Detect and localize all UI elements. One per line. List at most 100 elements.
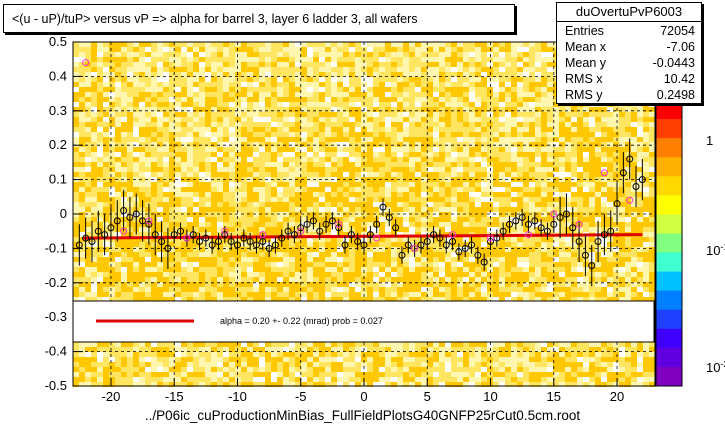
heat-cell xyxy=(187,247,193,252)
heat-cell xyxy=(91,97,97,102)
heat-cell xyxy=(91,127,97,132)
heat-cell xyxy=(313,342,319,347)
heat-cell xyxy=(271,292,277,297)
heat-cell xyxy=(415,232,421,237)
heat-cell xyxy=(97,252,103,257)
heat-cell xyxy=(313,272,319,277)
heat-cell xyxy=(211,372,217,377)
heat-cell xyxy=(313,287,319,292)
heat-cell xyxy=(517,42,523,47)
heat-cell xyxy=(301,267,307,272)
heat-cell xyxy=(247,277,253,282)
heat-cell xyxy=(307,292,313,297)
heat-cell xyxy=(439,92,445,97)
heat-cell xyxy=(169,117,175,122)
heat-cell xyxy=(139,147,145,152)
heat-cell xyxy=(301,207,307,212)
heat-cell xyxy=(415,287,421,292)
heat-cell xyxy=(127,372,133,377)
heat-cell xyxy=(289,212,295,217)
heat-cell xyxy=(427,72,433,77)
heat-cell xyxy=(217,167,223,172)
heat-cell xyxy=(73,52,79,57)
heat-cell xyxy=(229,152,235,157)
heat-cell xyxy=(451,382,457,387)
heat-cell xyxy=(193,47,199,52)
heat-cell xyxy=(475,227,481,232)
heat-cell xyxy=(295,82,301,87)
heat-cell xyxy=(391,382,397,387)
heat-cell xyxy=(505,147,511,152)
heat-cell xyxy=(259,172,265,177)
heat-cell xyxy=(493,62,499,67)
heat-cell xyxy=(529,212,535,217)
heat-cell xyxy=(307,212,313,217)
heat-cell xyxy=(415,97,421,102)
heat-cell xyxy=(277,297,283,302)
heat-cell xyxy=(217,227,223,232)
heat-cell xyxy=(391,152,397,157)
heat-cell xyxy=(385,247,391,252)
heat-cell xyxy=(295,242,301,247)
heat-cell xyxy=(289,277,295,282)
heat-cell xyxy=(181,272,187,277)
heat-cell xyxy=(223,172,229,177)
heat-cell xyxy=(325,277,331,282)
heat-cell xyxy=(235,217,241,222)
heat-cell xyxy=(109,262,115,267)
heat-cell xyxy=(535,367,541,372)
heat-cell xyxy=(451,282,457,287)
heat-cell xyxy=(163,102,169,107)
heat-cell xyxy=(439,97,445,102)
heat-cell xyxy=(283,287,289,292)
heat-cell xyxy=(433,287,439,292)
heat-cell xyxy=(301,162,307,167)
heat-cell xyxy=(427,292,433,297)
heat-cell xyxy=(289,92,295,97)
heat-cell xyxy=(409,137,415,142)
heat-cell xyxy=(535,52,541,57)
heat-cell xyxy=(181,92,187,97)
heat-cell xyxy=(235,97,241,102)
heat-cell xyxy=(457,127,463,132)
heat-cell xyxy=(517,282,523,287)
heat-cell xyxy=(463,92,469,97)
heat-cell xyxy=(211,192,217,197)
heat-cell xyxy=(259,47,265,52)
heat-cell xyxy=(253,342,259,347)
heat-cell xyxy=(217,137,223,142)
heat-cell xyxy=(475,92,481,97)
heat-cell xyxy=(289,287,295,292)
heat-cell xyxy=(127,297,133,302)
heat-cell xyxy=(283,207,289,212)
heat-cell xyxy=(121,82,127,87)
heat-cell xyxy=(499,112,505,117)
heat-cell xyxy=(253,347,259,352)
heat-cell xyxy=(493,252,499,257)
heat-cell xyxy=(295,287,301,292)
heat-cell xyxy=(439,292,445,297)
heat-cell xyxy=(361,212,367,217)
heat-cell xyxy=(289,272,295,277)
heat-cell xyxy=(133,272,139,277)
heat-cell xyxy=(283,82,289,87)
heat-cell xyxy=(469,297,475,302)
heat-cell xyxy=(91,112,97,117)
heat-cell xyxy=(475,67,481,72)
heat-cell xyxy=(253,102,259,107)
heat-cell xyxy=(73,82,79,87)
heat-cell xyxy=(79,62,85,67)
heat-cell xyxy=(481,352,487,357)
heat-cell xyxy=(499,192,505,197)
heat-cell xyxy=(175,77,181,82)
heat-cell xyxy=(115,272,121,277)
heat-cell xyxy=(169,267,175,272)
heat-cell xyxy=(385,52,391,57)
heat-cell xyxy=(229,212,235,217)
heat-cell xyxy=(523,182,529,187)
heat-cell xyxy=(439,342,445,347)
heat-cell xyxy=(271,262,277,267)
heat-cell xyxy=(433,257,439,262)
heat-cell xyxy=(523,342,529,347)
heat-cell xyxy=(127,167,133,172)
